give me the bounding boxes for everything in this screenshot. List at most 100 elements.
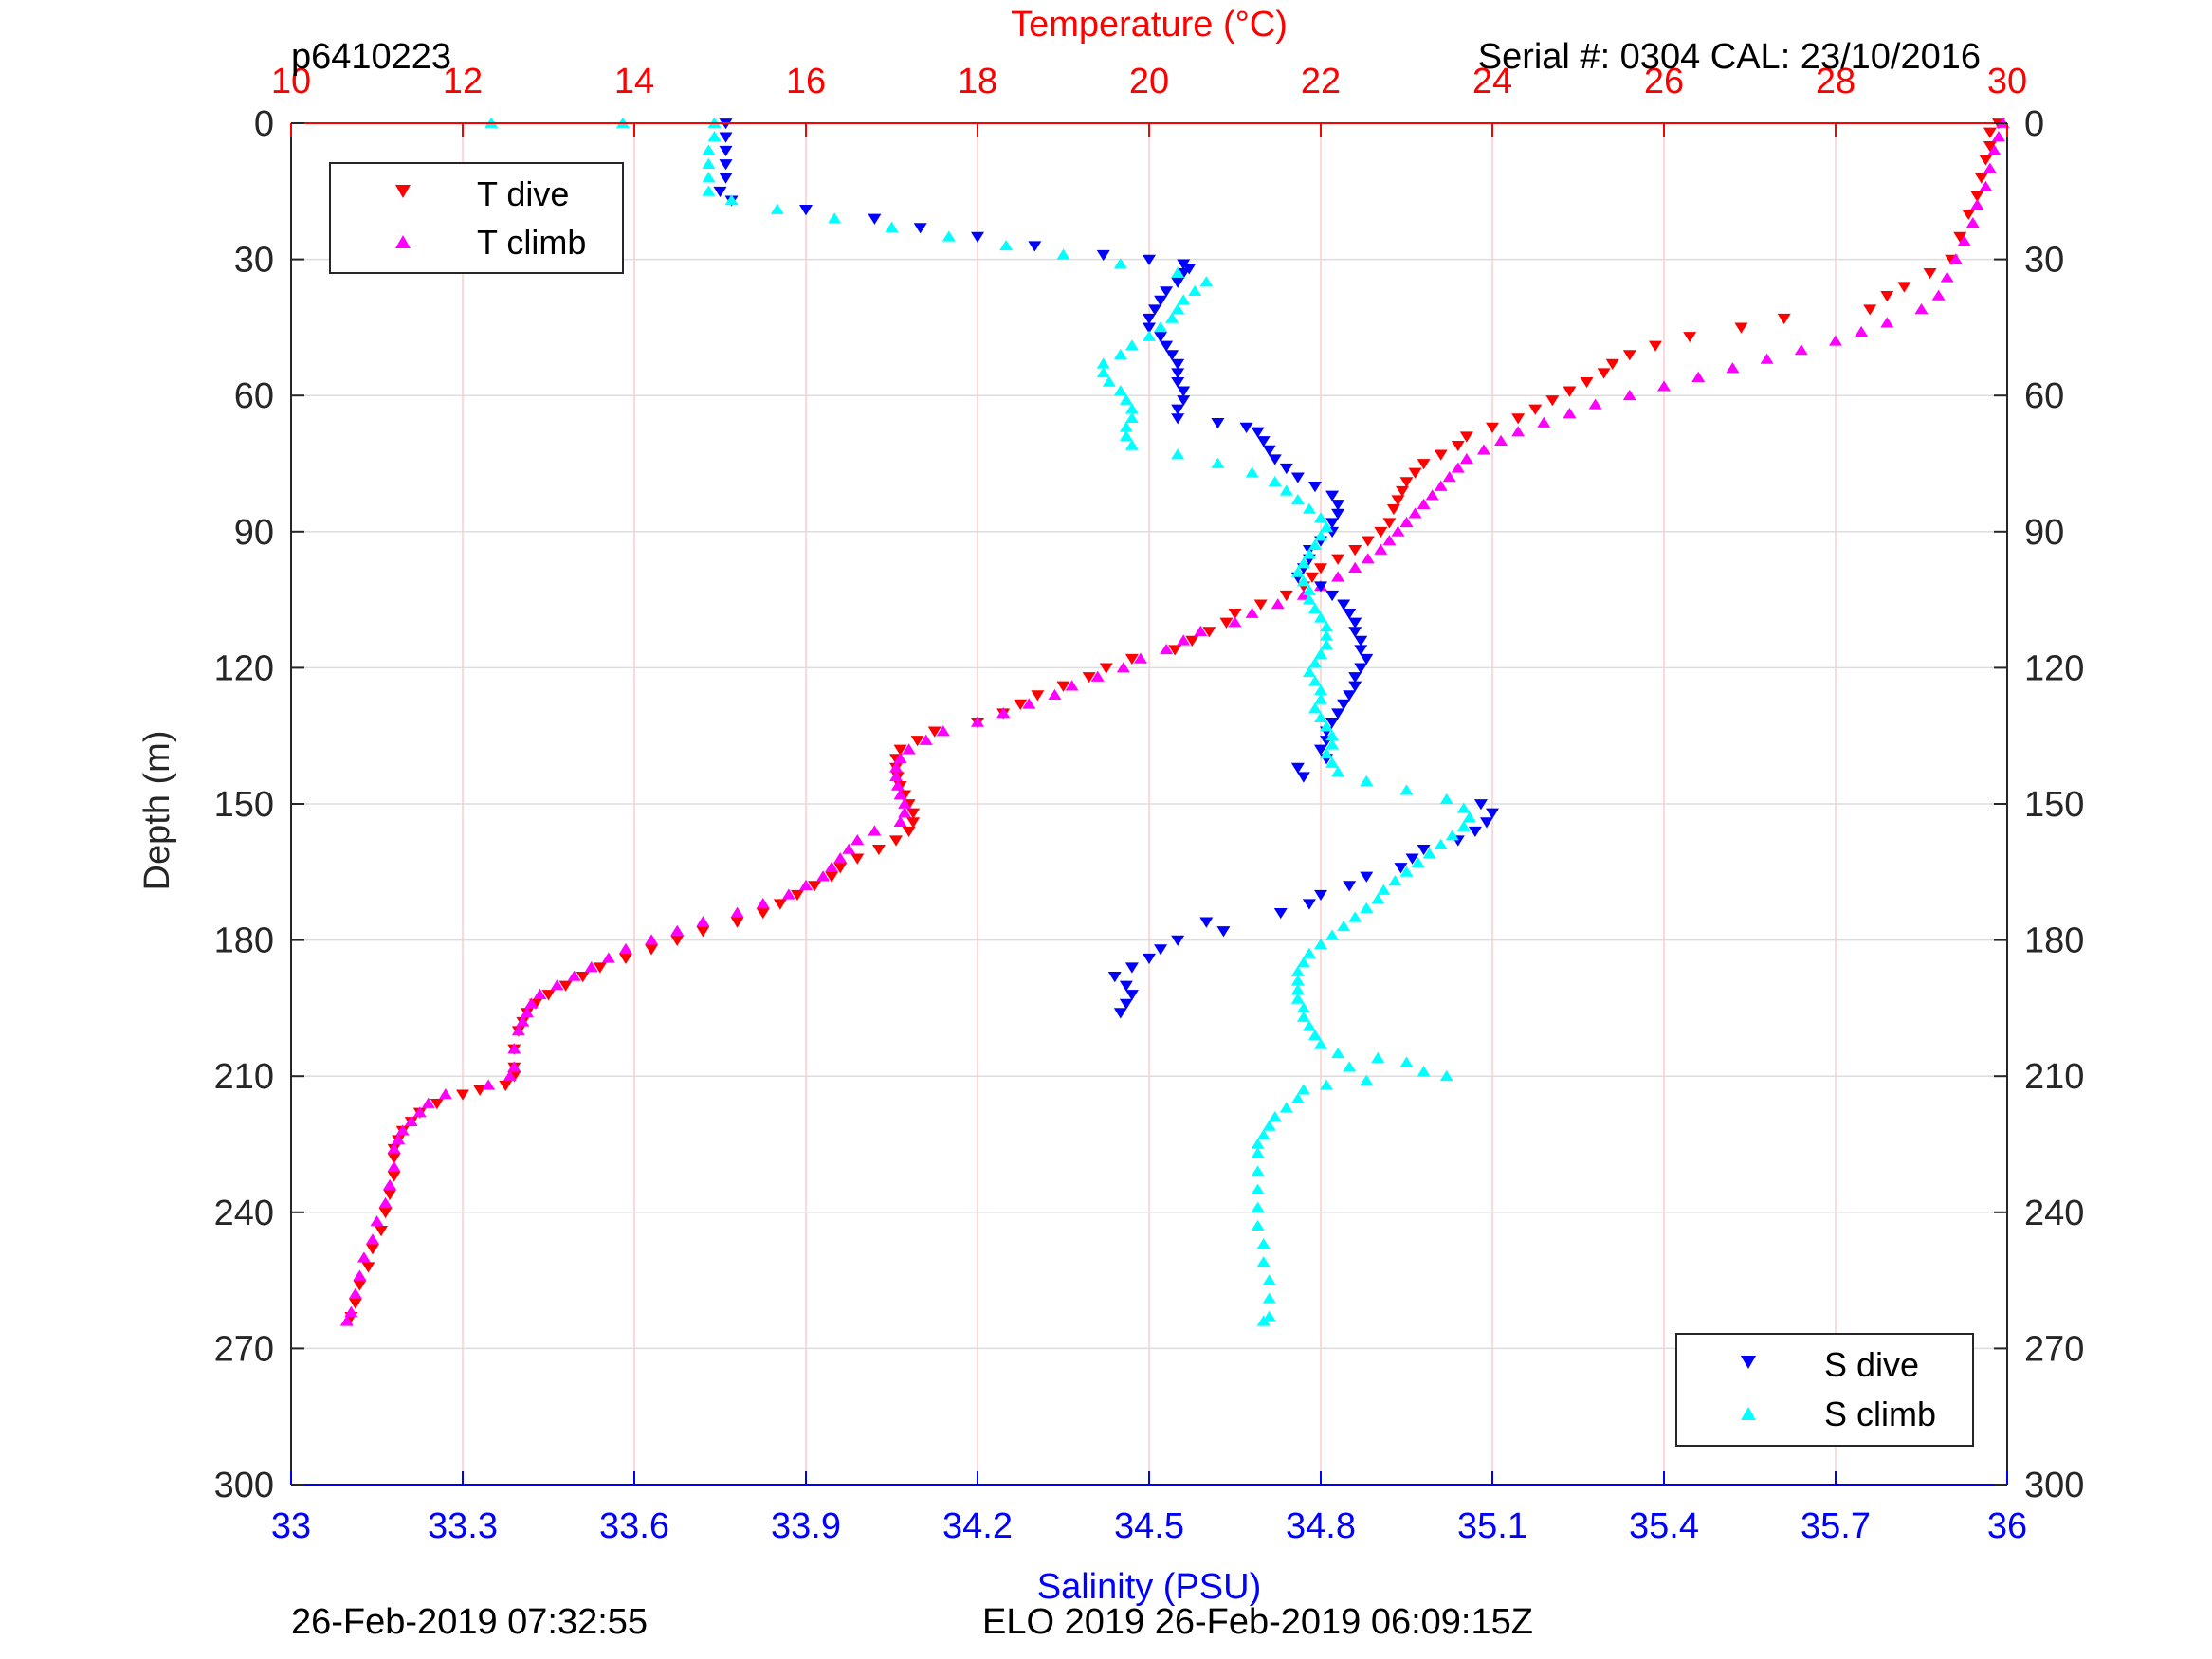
t_climb-point: [1991, 131, 2005, 142]
t_dive-point: [1014, 699, 1028, 710]
t_dive-point: [1331, 554, 1345, 565]
legend-s-climb-marker: [1741, 1407, 1756, 1420]
s_climb-point: [1456, 802, 1471, 813]
depth-tick-label-left: 90: [234, 513, 274, 553]
t_dive-point: [1348, 545, 1362, 556]
temperature-tick-label: 26: [1644, 62, 1684, 101]
t_climb-point: [1691, 371, 1706, 382]
s_dive-point: [1171, 277, 1185, 288]
s_climb-point: [702, 172, 716, 183]
depth-tick-label-right: 240: [2024, 1194, 2084, 1233]
s_dive-point: [1296, 772, 1310, 783]
t_dive-point: [893, 744, 907, 756]
s_climb-point: [1119, 393, 1133, 405]
s_climb-point: [1307, 657, 1322, 668]
salinity-tick-label: 35.1: [1457, 1506, 1527, 1546]
s_climb-point: [1439, 1069, 1453, 1082]
t_climb-point: [1245, 607, 1259, 618]
salinity-tick-label: 34.5: [1114, 1506, 1184, 1546]
t_climb-point: [383, 1178, 397, 1190]
s_dive-point: [1325, 490, 1340, 501]
t_climb-point: [339, 1315, 354, 1326]
s_climb-point: [1371, 1051, 1385, 1063]
s_dive-point: [1331, 508, 1345, 520]
s_climb-point: [999, 239, 1014, 251]
s_climb-point: [1343, 1061, 1357, 1072]
s_climb-point: [1262, 1120, 1276, 1131]
t_dive-point: [1253, 599, 1268, 611]
s_dive-point: [1314, 581, 1327, 592]
s_dive-point: [1143, 313, 1156, 325]
t_climb-point: [1880, 317, 1894, 328]
t_climb-point: [1382, 535, 1397, 546]
t_climb-point: [1622, 389, 1636, 401]
depth-tick-label-right: 300: [2024, 1466, 2084, 1505]
t_climb-point: [902, 743, 916, 755]
s_climb-point: [1102, 375, 1116, 387]
s_dive-point: [1171, 376, 1185, 389]
temperature-tick-label: 20: [1129, 62, 1169, 101]
s_dive-point: [1468, 826, 1482, 838]
s_dive-point: [719, 145, 733, 157]
s_dive-point: [1486, 808, 1499, 819]
t_climb-point: [378, 1196, 393, 1209]
s_dive-point: [1107, 971, 1122, 983]
t_climb-point: [842, 843, 856, 854]
t_dive-point: [383, 1189, 397, 1200]
s_dive-point: [1325, 590, 1340, 602]
s_climb-point: [1251, 1147, 1265, 1158]
s_dive-point: [868, 213, 882, 225]
t_dive-point: [1622, 350, 1636, 361]
s_climb-point: [1296, 957, 1310, 968]
depth-tick-label-right: 270: [2024, 1329, 2084, 1369]
s_dive-point: [1343, 609, 1357, 620]
t_climb-point: [1794, 344, 1808, 356]
s_dive-point: [1113, 1008, 1127, 1019]
s_climb-point: [1314, 693, 1327, 704]
t_climb-point: [889, 770, 904, 782]
s_climb-point: [1399, 784, 1414, 795]
s_climb-point: [1325, 729, 1340, 741]
s_climb-point: [1124, 411, 1139, 424]
s_dive-point: [1171, 935, 1185, 946]
t_climb-point: [781, 888, 795, 900]
depth-tick-label-right: 0: [2024, 104, 2044, 144]
t_climb-point: [1391, 525, 1405, 537]
t_dive-point: [1683, 332, 1697, 343]
s_dive-point: [1331, 708, 1345, 720]
t_dive-point: [1228, 609, 1242, 620]
s_dive-point: [1417, 844, 1431, 856]
t_climb-point: [1855, 325, 1869, 337]
s_climb-point: [1314, 512, 1327, 523]
t_dive-point: [1863, 304, 1877, 316]
t_dive-point: [456, 1089, 469, 1101]
s_climb-point: [1331, 1047, 1345, 1059]
t_climb-point: [850, 833, 865, 846]
t_climb-point: [1022, 698, 1036, 709]
s_dive-point: [1405, 853, 1419, 865]
s_dive-point: [1473, 799, 1488, 811]
t_dive-point: [1953, 231, 1967, 243]
s_dive-point: [719, 173, 733, 184]
series-t_climb: [339, 117, 2010, 1326]
t_climb-point: [412, 1106, 427, 1118]
t_climb-point: [392, 1133, 406, 1145]
t_dive-point: [1451, 440, 1465, 452]
s_climb-point: [707, 131, 722, 142]
depth-axis-label: Depth (m): [137, 731, 177, 891]
depth-tick-label-left: 270: [214, 1329, 274, 1369]
s_climb-point: [1296, 575, 1310, 587]
t_dive-point: [889, 835, 904, 847]
t_climb-point: [365, 1233, 379, 1245]
t_dive-point: [1923, 268, 1937, 280]
t_climb-point: [1417, 498, 1431, 509]
t_dive-point: [1031, 690, 1045, 702]
s_climb-point: [1262, 1274, 1276, 1285]
s_dive-point: [1171, 404, 1185, 415]
depth-tick-label-right: 150: [2024, 785, 2084, 825]
s_climb-point: [1360, 1074, 1374, 1085]
t_dive-point: [730, 917, 744, 928]
t_dive-point: [1511, 413, 1526, 425]
t_dive-point: [387, 1171, 401, 1182]
